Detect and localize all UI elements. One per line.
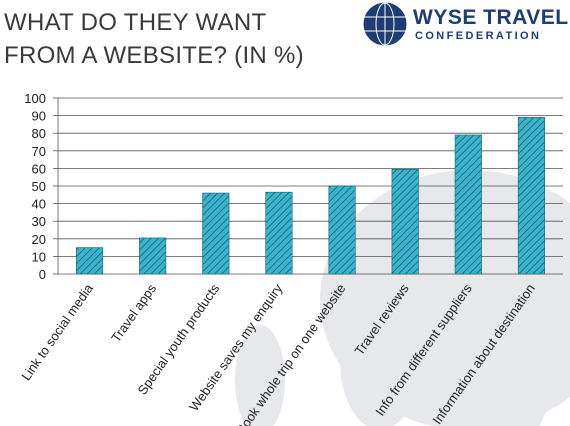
bar xyxy=(517,117,545,275)
bar xyxy=(76,247,104,275)
bar xyxy=(328,185,356,275)
y-tick-label: 100 xyxy=(24,91,46,106)
y-tick-label: 90 xyxy=(32,109,46,124)
chart-title: WHAT DO THEY WANT FROM A WEBSITE? (IN %) xyxy=(4,9,304,69)
y-tick-label: 60 xyxy=(32,161,46,176)
logo-subtitle: CONFEDERATION xyxy=(415,30,542,42)
y-tick-label: 10 xyxy=(32,249,46,264)
background-figures xyxy=(235,170,570,426)
y-tick-label: 40 xyxy=(32,197,46,212)
bar xyxy=(265,191,293,275)
bar xyxy=(391,168,419,275)
y-tick-label: 70 xyxy=(32,144,46,159)
bar xyxy=(454,134,482,275)
y-tick-label: 20 xyxy=(32,232,46,247)
y-tick-label: 50 xyxy=(32,179,46,194)
logo-name: WYSE TRAVEL xyxy=(413,6,569,29)
y-tick-label: 80 xyxy=(32,126,46,141)
x-tick-label: Travel apps xyxy=(108,281,159,345)
y-tick-label: 0 xyxy=(39,267,46,282)
x-tick-label: Link to social media xyxy=(18,280,96,383)
bar xyxy=(202,192,230,275)
logo-globe xyxy=(363,2,407,46)
bar xyxy=(139,237,167,275)
y-tick-label: 30 xyxy=(32,214,46,229)
